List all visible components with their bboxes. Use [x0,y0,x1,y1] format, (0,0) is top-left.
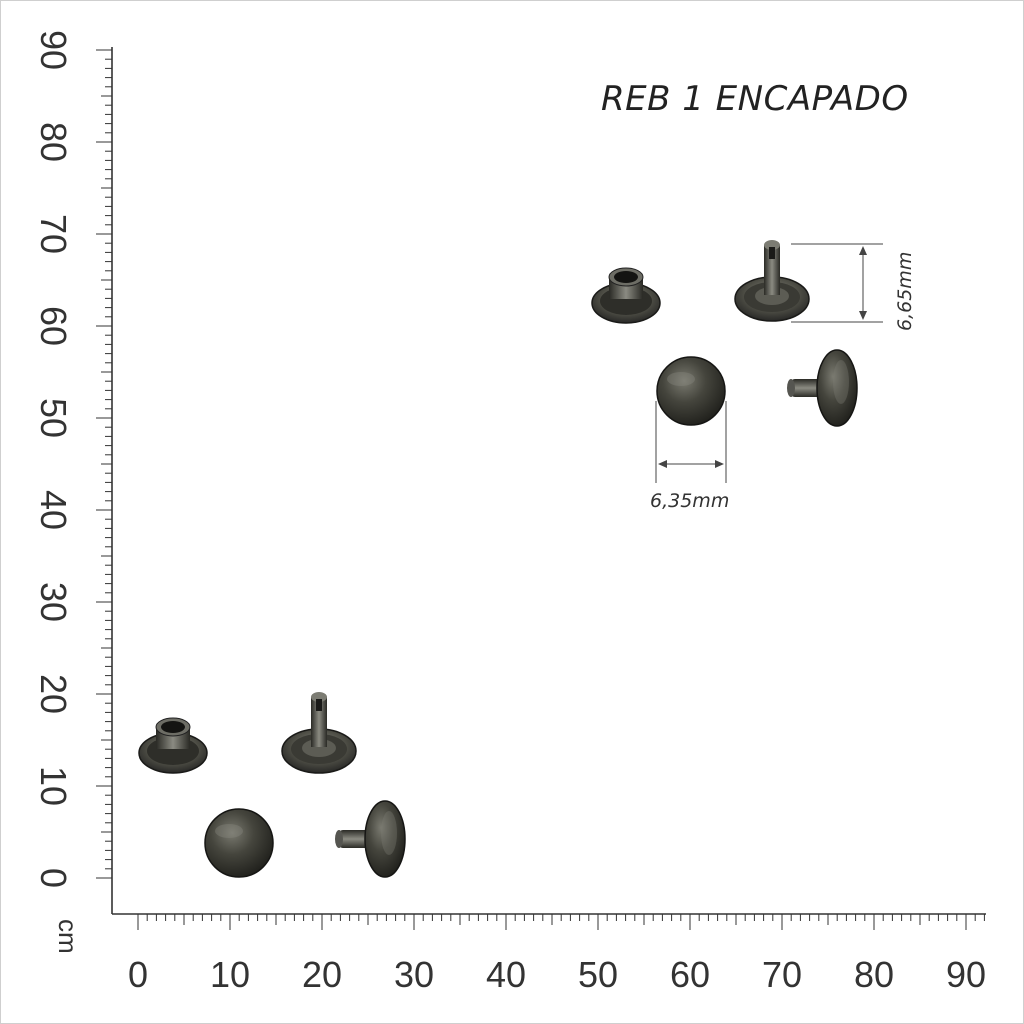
x-tick-label: 40 [486,954,526,995]
y-tick-label: 50 [33,398,74,438]
height-dimension-label: 6,65mm [894,252,916,331]
diameter-dimension: 6,35mm [650,401,729,512]
cap-part-upper [656,356,726,426]
height-dimension: 6,65mm [791,243,916,331]
post-part-lower [281,691,357,774]
post-part-upper [734,239,810,322]
product-title: REB 1 ENCAPADO [601,79,909,119]
y-tick-label: 40 [33,490,74,530]
x-tick-label: 50 [578,954,618,995]
x-tick-label: 70 [762,954,802,995]
y-tick-label: 90 [33,30,74,70]
y-tick-label: 60 [33,306,74,346]
y-tick-label: 10 [33,766,74,806]
x-axis-ticks [137,914,985,930]
cap-part-lower [204,808,274,878]
y-axis-ticks [96,49,112,879]
y-tick-label: 30 [33,582,74,622]
x-tick-label: 60 [670,954,710,995]
eyelet-part-lower [138,717,208,774]
y-tick-label: 0 [33,868,74,888]
eyelet-part-upper [591,267,661,324]
side-view-part-upper [786,349,858,427]
y-tick-label: 80 [33,122,74,162]
y-axis-labels: 0 10 20 30 40 50 60 70 80 90 [33,30,74,888]
x-tick-label: 90 [946,954,986,995]
x-tick-label: 30 [394,954,434,995]
y-tick-label: 20 [33,674,74,714]
y-tick-label: 70 [33,214,74,254]
y-axis-unit-label: cm [53,919,83,954]
side-view-part-lower [334,800,406,878]
x-tick-label: 80 [854,954,894,995]
x-tick-label: 20 [302,954,342,995]
x-axis-labels: 0 10 20 30 40 50 60 70 80 90 [128,954,986,995]
x-tick-label: 10 [210,954,250,995]
diameter-dimension-label: 6,35mm [650,490,729,512]
x-tick-label: 0 [128,954,148,995]
